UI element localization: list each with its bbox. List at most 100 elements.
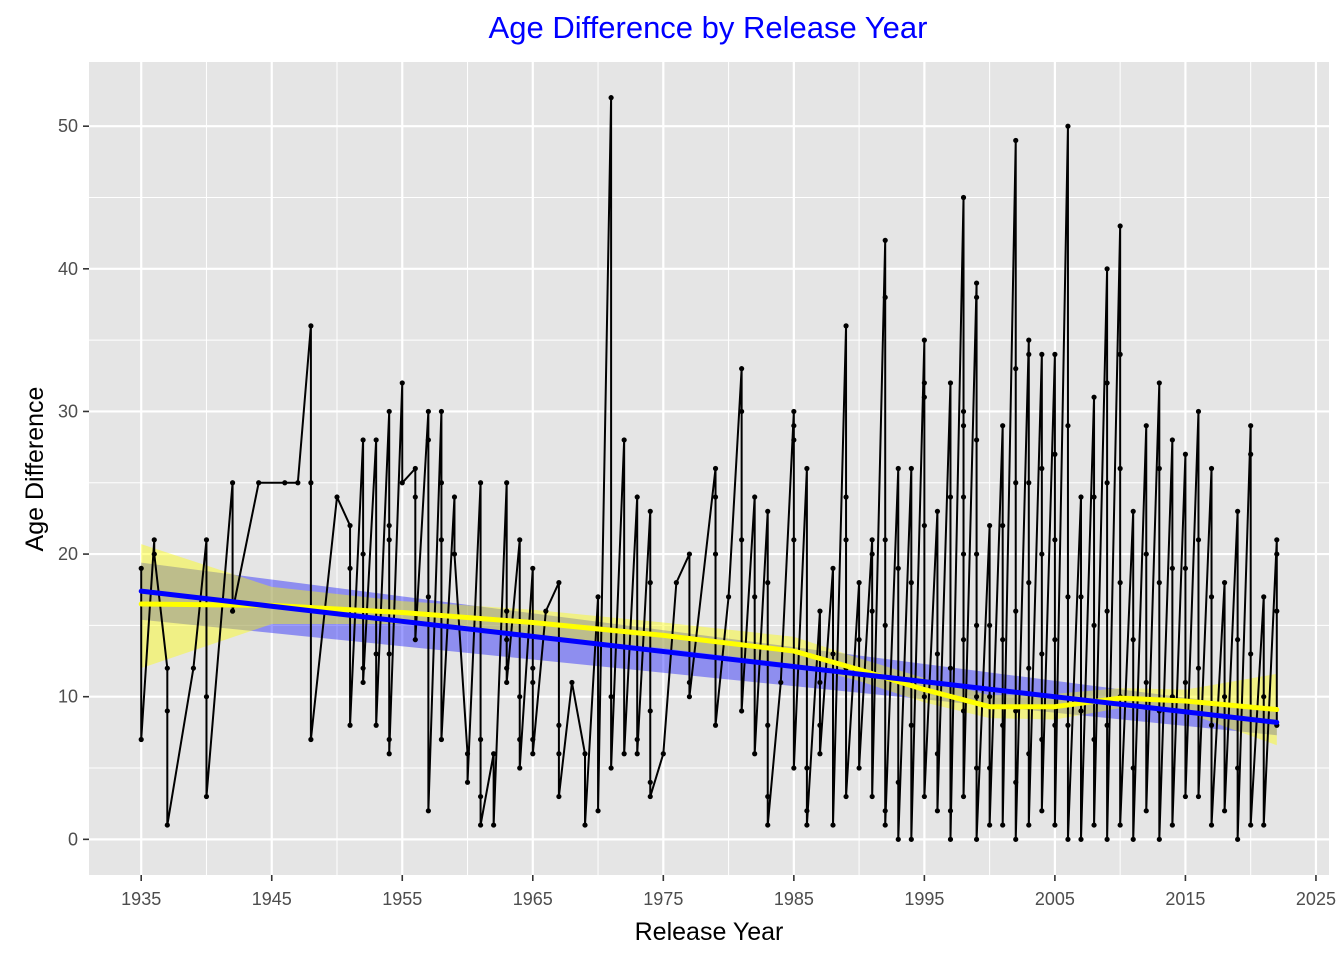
data-point bbox=[791, 537, 797, 543]
data-point bbox=[438, 736, 445, 743]
data-point bbox=[451, 551, 458, 557]
data-point bbox=[1013, 708, 1019, 714]
data-point bbox=[1235, 637, 1241, 643]
data-point bbox=[1091, 494, 1097, 500]
data-point bbox=[1039, 551, 1045, 557]
data-point bbox=[921, 793, 927, 800]
data-point bbox=[973, 622, 980, 628]
data-point bbox=[1104, 722, 1110, 728]
data-point bbox=[921, 522, 927, 529]
data-point bbox=[203, 537, 210, 543]
data-point bbox=[1117, 351, 1123, 357]
data-point bbox=[1078, 594, 1084, 600]
data-point bbox=[1235, 836, 1241, 842]
data-point bbox=[908, 836, 914, 842]
data-point bbox=[1026, 480, 1032, 486]
data-point bbox=[1104, 480, 1110, 486]
data-series bbox=[138, 95, 1280, 842]
data-point bbox=[295, 480, 301, 486]
data-point bbox=[686, 694, 693, 700]
data-point bbox=[1208, 594, 1215, 600]
data-point bbox=[817, 679, 823, 686]
data-point bbox=[425, 594, 431, 600]
data-point bbox=[1117, 465, 1123, 472]
data-point bbox=[856, 637, 862, 643]
data-point bbox=[739, 708, 745, 714]
data-point bbox=[595, 808, 601, 814]
data-point bbox=[1169, 565, 1175, 571]
x-axis-title: Release Year bbox=[635, 918, 784, 946]
data-point bbox=[1248, 651, 1254, 657]
data-point bbox=[882, 808, 888, 814]
data-point bbox=[1248, 822, 1254, 828]
data-point bbox=[1195, 793, 1202, 800]
data-point bbox=[752, 594, 758, 600]
data-point bbox=[386, 537, 392, 543]
data-point bbox=[752, 494, 758, 500]
data-point bbox=[1195, 537, 1202, 543]
data-point bbox=[987, 694, 993, 700]
data-point bbox=[556, 751, 562, 757]
data-point bbox=[203, 793, 210, 800]
data-point bbox=[895, 465, 901, 472]
data-point bbox=[477, 793, 484, 800]
data-point bbox=[530, 751, 536, 757]
data-point bbox=[621, 751, 627, 757]
data-point bbox=[1182, 565, 1189, 571]
data-point bbox=[491, 751, 497, 757]
data-point bbox=[608, 765, 614, 771]
data-point bbox=[791, 408, 797, 415]
data-point bbox=[1052, 637, 1058, 643]
data-point bbox=[1039, 351, 1045, 357]
data-point bbox=[973, 437, 980, 443]
data-point bbox=[1052, 722, 1058, 728]
y-tick-label: 50 bbox=[58, 116, 78, 136]
data-point bbox=[517, 765, 523, 771]
data-point bbox=[1065, 836, 1071, 842]
data-point bbox=[399, 480, 405, 486]
data-point bbox=[1000, 637, 1006, 643]
x-tick-label: 1985 bbox=[774, 889, 814, 909]
data-point bbox=[425, 408, 431, 415]
fit-lines bbox=[138, 588, 1280, 725]
data-point bbox=[791, 437, 797, 443]
data-point bbox=[934, 808, 941, 814]
data-point bbox=[830, 565, 836, 571]
data-point bbox=[347, 522, 353, 529]
data-point bbox=[908, 465, 914, 472]
data-point bbox=[1208, 465, 1215, 472]
data-point bbox=[1039, 808, 1045, 814]
data-point bbox=[1182, 679, 1189, 686]
data-point bbox=[386, 736, 392, 743]
data-point bbox=[647, 708, 653, 714]
data-point bbox=[1130, 765, 1136, 771]
data-point bbox=[647, 793, 653, 800]
x-tick-label: 1965 bbox=[513, 889, 553, 909]
data-point bbox=[1052, 537, 1058, 543]
x-tick-label: 1935 bbox=[121, 889, 161, 909]
data-point bbox=[256, 480, 262, 486]
data-point bbox=[725, 594, 732, 600]
data-point bbox=[464, 779, 471, 785]
data-point bbox=[138, 736, 144, 743]
data-point bbox=[1261, 694, 1267, 700]
data-point bbox=[804, 808, 810, 814]
data-point bbox=[647, 580, 653, 586]
data-point bbox=[895, 565, 901, 571]
data-point bbox=[739, 408, 745, 415]
data-point bbox=[1156, 836, 1162, 842]
data-point bbox=[1195, 665, 1202, 671]
data-point bbox=[1117, 822, 1123, 828]
data-point bbox=[1039, 736, 1045, 743]
data-point bbox=[987, 622, 993, 628]
x-tick-label: 1975 bbox=[643, 889, 683, 909]
data-point bbox=[1274, 537, 1280, 543]
data-point bbox=[1169, 822, 1175, 828]
data-point bbox=[686, 551, 693, 557]
data-point bbox=[712, 722, 719, 728]
data-point bbox=[1117, 223, 1123, 229]
data-point bbox=[1261, 822, 1267, 828]
data-point bbox=[895, 836, 901, 842]
data-point bbox=[1026, 751, 1032, 757]
